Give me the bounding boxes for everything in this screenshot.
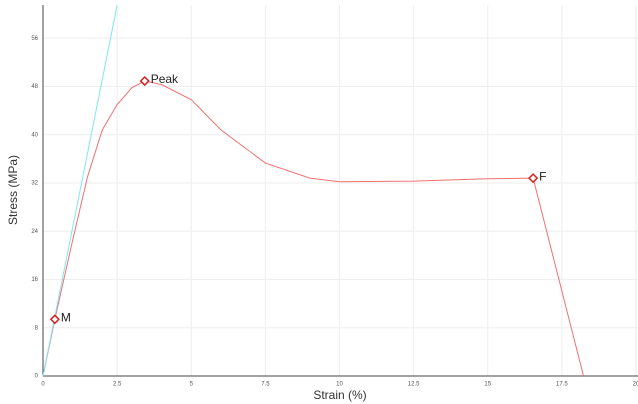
point-marker	[528, 173, 539, 184]
point-label: F	[539, 169, 546, 183]
y-tick-label: 48	[31, 84, 38, 90]
x-tick-label: 5	[190, 382, 194, 388]
data-line	[42, 4, 118, 377]
y-tick-label: 56	[31, 36, 38, 42]
x-tick-label: 12.5	[408, 382, 420, 388]
y-tick-label: 32	[31, 181, 38, 187]
x-tick-label: 20	[633, 382, 638, 388]
y-tick-label: 0	[35, 374, 39, 380]
data-line	[42, 80, 585, 377]
point-marker	[139, 75, 150, 87]
x-tick-label: 10	[336, 382, 343, 388]
point-label: Peak	[151, 72, 179, 86]
point-label: M	[61, 310, 71, 324]
x-tick-label: 0	[41, 382, 45, 388]
y-tick-label: 16	[31, 277, 38, 283]
x-tick-label: 2.5	[113, 382, 122, 388]
x-tick-label: 15	[484, 382, 491, 388]
y-tick-label: 40	[31, 132, 38, 138]
y-tick-label: 8	[35, 325, 39, 331]
x-tick-label: 17.5	[556, 382, 568, 388]
point-marker	[49, 314, 60, 325]
x-tick-label: 7.5	[261, 382, 270, 388]
x-axis-title: Strain (%)	[313, 388, 366, 402]
y-tick-label: 24	[31, 229, 38, 235]
y-axis-title: Stress (MPa)	[6, 155, 20, 225]
